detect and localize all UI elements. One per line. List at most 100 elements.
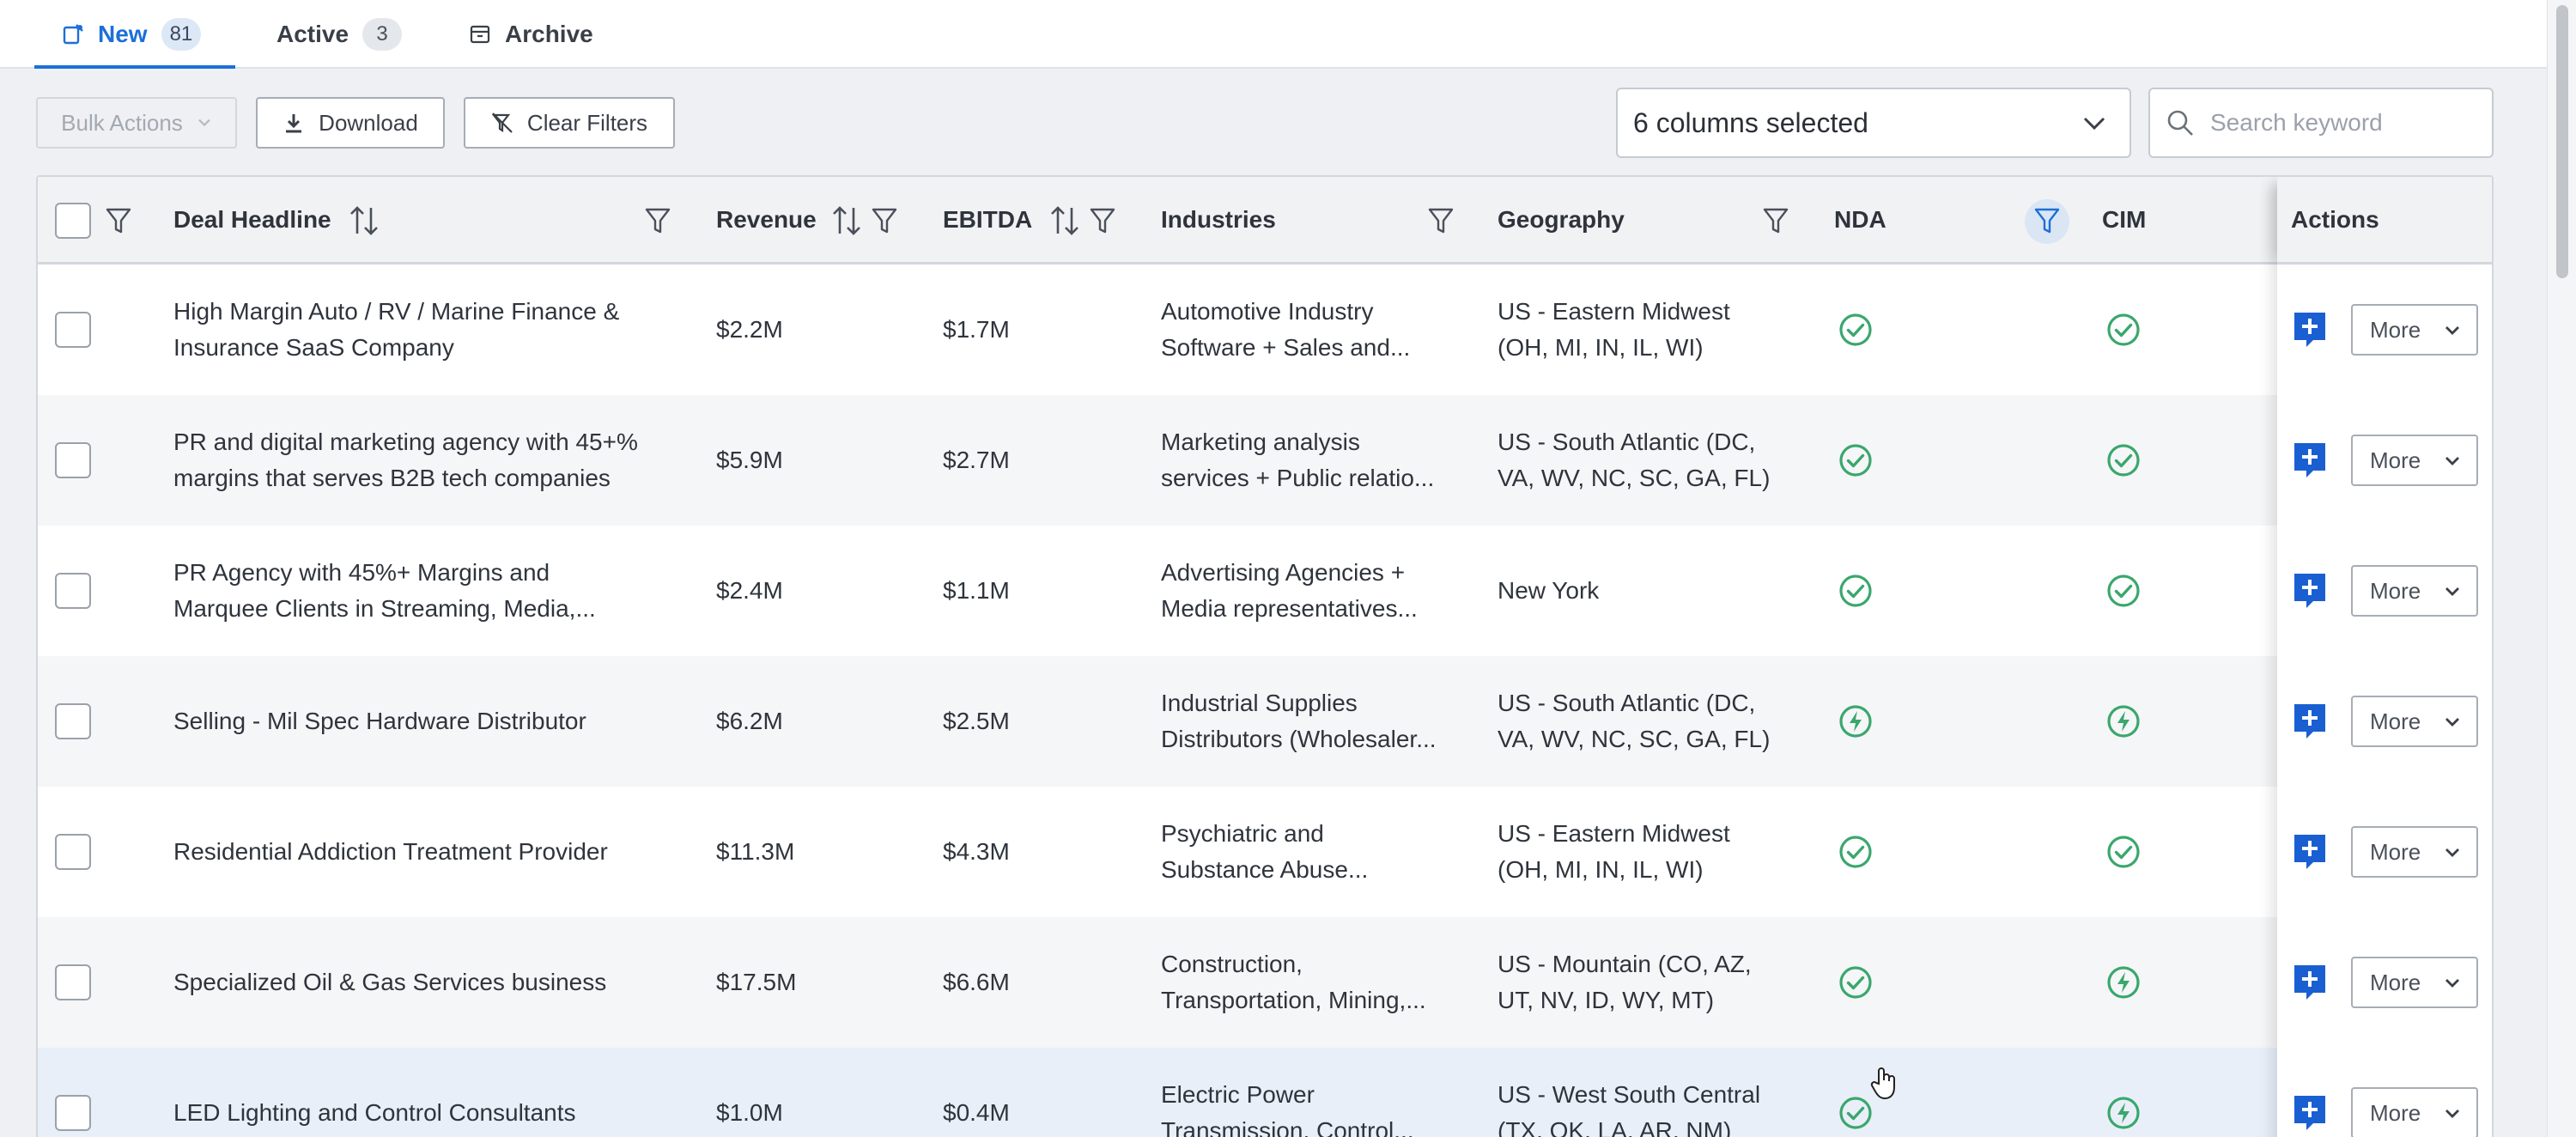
table-header: Deal Headline Revenue EBITDA Industries … — [38, 177, 2492, 264]
industries-value-line: Media representatives... — [1161, 595, 1418, 622]
table-row[interactable]: Residential Addiction Treatment Provider… — [38, 787, 2492, 917]
revenue-value: $5.9M — [716, 447, 783, 473]
revenue-value: $1.0M — [716, 1099, 783, 1126]
row-checkbox[interactable] — [55, 573, 91, 609]
add-note-icon[interactable] — [2293, 441, 2327, 479]
sort-icon[interactable] — [349, 204, 380, 237]
deal-headline-line: Selling - Mil Spec Hardware Distributor — [173, 708, 586, 734]
deal-headline-line: Insurance SaaS Company — [173, 334, 454, 361]
clear-filter-icon — [491, 112, 513, 134]
header-actions: Actions — [2291, 177, 2379, 263]
bolt-icon — [2107, 1097, 2140, 1129]
tab-active[interactable]: Active 3 — [276, 0, 403, 69]
tab-archive-label: Archive — [505, 21, 593, 47]
add-note-icon[interactable] — [2293, 833, 2327, 871]
industries-value-line: Construction, — [1161, 951, 1303, 977]
table-row[interactable]: High Margin Auto / RV / Marine Finance &… — [38, 264, 2492, 395]
header-nda[interactable]: NDA — [1834, 177, 1886, 263]
filter-icon[interactable] — [1762, 206, 1789, 235]
add-note-icon[interactable] — [2293, 1094, 2327, 1132]
industries-value-line: Industrial Supplies — [1161, 690, 1358, 716]
sort-icon[interactable] — [831, 204, 862, 237]
table-row[interactable]: Specialized Oil & Gas Services business $… — [38, 917, 2492, 1048]
check-circle-icon — [1839, 966, 1872, 999]
filter-icon[interactable] — [105, 206, 132, 235]
columns-select-value: 6 columns selected — [1633, 106, 1868, 138]
filter-icon[interactable] — [871, 206, 898, 235]
ebitda-value: $2.7M — [943, 447, 1010, 473]
row-checkbox[interactable] — [55, 1095, 91, 1131]
more-label: More — [2370, 316, 2421, 343]
row-checkbox[interactable] — [55, 834, 91, 870]
row-checkbox[interactable] — [55, 312, 91, 348]
chevron-down-icon — [2445, 326, 2459, 335]
select-all-checkbox[interactable] — [55, 203, 91, 239]
header-deal-headline[interactable]: Deal Headline — [173, 177, 331, 263]
header-nda-label: NDA — [1834, 206, 1886, 233]
geography-value-line: (OH, MI, IN, IL, WI) — [1498, 334, 1704, 361]
sort-icon[interactable] — [1049, 204, 1080, 237]
clear-filters-button[interactable]: Clear Filters — [464, 97, 675, 149]
add-note-icon[interactable] — [2293, 702, 2327, 740]
header-industries[interactable]: Industries — [1161, 177, 1276, 263]
geography-value-line: (OH, MI, IN, IL, WI) — [1498, 856, 1704, 883]
chevron-down-icon — [2445, 587, 2459, 596]
industries-value: Advertising Agencies + Media representati… — [1161, 555, 1418, 627]
chevron-down-icon — [2083, 117, 2105, 131]
industries-value: Electric Power Transmission, Control... — [1161, 1077, 1414, 1137]
header-revenue[interactable]: Revenue — [716, 177, 817, 263]
more-dropdown-button[interactable]: More — [2351, 304, 2478, 356]
geography-value: US - Eastern Midwest (OH, MI, IN, IL, WI) — [1498, 816, 1730, 888]
table-row[interactable]: LED Lighting and Control Consultants $1.0… — [38, 1048, 2492, 1137]
geography-value-line: US - Eastern Midwest — [1498, 298, 1730, 325]
row-checkbox[interactable] — [55, 964, 91, 1000]
tab-new[interactable]: New 81 — [62, 0, 202, 69]
filter-icon[interactable] — [644, 206, 671, 235]
more-dropdown-button[interactable]: More — [2351, 826, 2478, 878]
download-button[interactable]: Download — [256, 97, 445, 149]
geography-value-line: US - South Atlantic (DC, — [1498, 429, 1756, 455]
header-ebitda[interactable]: EBITDA — [943, 177, 1032, 263]
row-checkbox[interactable] — [55, 442, 91, 478]
bulk-actions-button[interactable]: Bulk Actions — [36, 97, 237, 149]
header-ebitda-label: EBITDA — [943, 206, 1033, 233]
filter-icon[interactable] — [1427, 206, 1455, 235]
geography-value-line: VA, WV, NC, SC, GA, FL) — [1498, 726, 1771, 752]
deal-headline: Specialized Oil & Gas Services business — [173, 964, 606, 1000]
table-row[interactable]: PR Agency with 45%+ Margins and Marquee C… — [38, 526, 2492, 656]
columns-select[interactable]: 6 columns selected — [1616, 88, 2131, 158]
more-dropdown-button[interactable]: More — [2351, 696, 2478, 747]
geography-value-line: (TX, OK, LA, AR, NM) — [1498, 1117, 1732, 1137]
add-note-icon[interactable] — [2293, 964, 2327, 1001]
table-row[interactable]: PR and digital marketing agency with 45+… — [38, 395, 2492, 526]
geography-value-line: US - West South Central — [1498, 1081, 1761, 1108]
search-input[interactable] — [2210, 109, 2468, 137]
more-label: More — [2370, 838, 2421, 865]
new-icon — [62, 23, 84, 46]
check-circle-icon — [1839, 1097, 1872, 1129]
ebitda-value: $1.1M — [943, 577, 1010, 604]
filter-icon[interactable] — [2033, 206, 2061, 235]
tab-archive[interactable]: Archive — [469, 0, 593, 69]
tab-new-label: New — [98, 21, 148, 47]
add-note-icon[interactable] — [2293, 572, 2327, 610]
geography-value: US - Eastern Midwest (OH, MI, IN, IL, WI) — [1498, 294, 1730, 366]
vertical-scrollbar[interactable] — [2547, 0, 2576, 1137]
more-dropdown-button[interactable]: More — [2351, 1087, 2478, 1137]
more-dropdown-button[interactable]: More — [2351, 957, 2478, 1008]
table-row[interactable]: Selling - Mil Spec Hardware Distributor $… — [38, 656, 2492, 787]
industries-value-line: Transmission, Control... — [1161, 1117, 1414, 1137]
scrollbar-thumb[interactable] — [2556, 5, 2568, 278]
more-dropdown-button[interactable]: More — [2351, 435, 2478, 486]
revenue-value: $2.2M — [716, 316, 783, 343]
row-checkbox[interactable] — [55, 703, 91, 739]
more-dropdown-button[interactable]: More — [2351, 565, 2478, 617]
deals-table: Deal Headline Revenue EBITDA Industries … — [36, 175, 2494, 1137]
header-cim[interactable]: CIM — [2102, 177, 2146, 263]
filter-icon[interactable] — [1089, 206, 1116, 235]
industries-value-line: Substance Abuse... — [1161, 856, 1369, 883]
add-note-icon[interactable] — [2293, 311, 2327, 349]
check-circle-icon — [1839, 444, 1872, 477]
header-geography[interactable]: Geography — [1498, 177, 1625, 263]
header-actions-label: Actions — [2291, 206, 2379, 233]
